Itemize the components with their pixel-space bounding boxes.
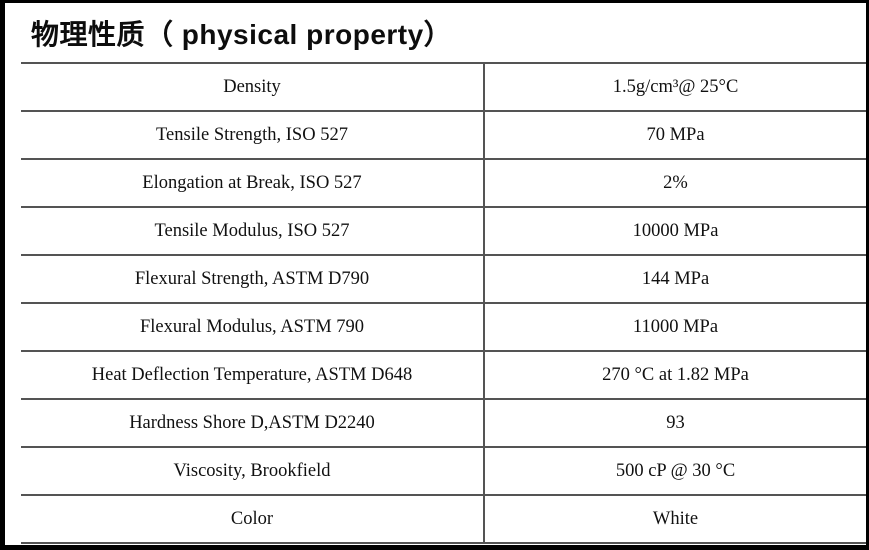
value-cell: 1.5g/cm³@ 25°C [484, 62, 866, 111]
value-cell: 93 [484, 398, 866, 447]
table-row: Elongation at Break, ISO 527 2% [21, 158, 866, 207]
page-title: 物理性质（ physical property） [31, 19, 453, 50]
physical-property-table: Density 1.5g/cm³@ 25°C Tensile Strength,… [21, 62, 866, 544]
property-cell: Hardness Shore D,ASTM D2240 [21, 398, 485, 447]
value-cell: 500 cP @ 30 °C [484, 446, 866, 495]
table-row: Viscosity, Brookfield 500 cP @ 30 °C [21, 446, 866, 495]
value-cell: 10000 MPa [484, 206, 866, 255]
property-cell: Viscosity, Brookfield [21, 446, 485, 495]
table-row: Density 1.5g/cm³@ 25°C [21, 62, 866, 111]
value-cell: 2% [484, 158, 866, 207]
value-cell: 11000 MPa [484, 302, 866, 351]
table-row: Tensile Modulus, ISO 527 10000 MPa [21, 206, 866, 255]
value-cell: 270 °C at 1.82 MPa [484, 350, 866, 399]
table-row: Heat Deflection Temperature, ASTM D648 2… [21, 350, 866, 399]
value-cell: 144 MPa [484, 254, 866, 303]
datasheet-page: 物理性质（ physical property） Density 1.5g/cm… [5, 3, 866, 545]
property-cell: Tensile Strength, ISO 527 [21, 110, 485, 159]
property-cell: Color [21, 494, 485, 544]
table-row: Tensile Strength, ISO 527 70 MPa [21, 110, 866, 159]
table-row: Hardness Shore D,ASTM D2240 93 [21, 398, 866, 447]
property-cell: Elongation at Break, ISO 527 [21, 158, 485, 207]
property-cell: Heat Deflection Temperature, ASTM D648 [21, 350, 485, 399]
property-cell: Flexural Modulus, ASTM 790 [21, 302, 485, 351]
table-row: Flexural Strength, ASTM D790 144 MPa [21, 254, 866, 303]
property-cell: Flexural Strength, ASTM D790 [21, 254, 485, 303]
table-row: Flexural Modulus, ASTM 790 11000 MPa [21, 302, 866, 351]
value-cell: 70 MPa [484, 110, 866, 159]
property-cell: Density [21, 62, 485, 111]
table-row: Color White [21, 494, 866, 544]
value-cell: White [484, 494, 866, 544]
property-cell: Tensile Modulus, ISO 527 [21, 206, 485, 255]
